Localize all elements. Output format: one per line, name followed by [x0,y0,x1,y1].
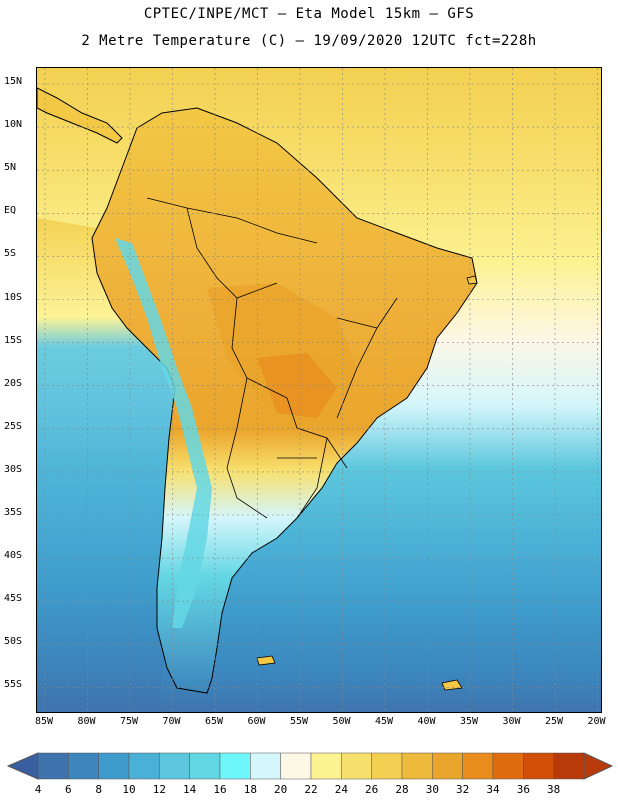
colorbar-swatch [553,752,585,780]
lat-label: 5N [4,162,17,174]
colorbar-tick-label: 30 [425,783,439,796]
lat-label: 20S [4,377,23,389]
lon-label: 40W [417,716,436,727]
colorbar-swatch [98,752,130,780]
lat-label: 5S [4,248,17,260]
lon-label: 70W [162,716,181,727]
lon-label: 80W [77,716,96,727]
colorbar-tick-label: 8 [95,783,102,796]
lon-label: 35W [459,716,479,727]
colorbar-swatch [189,752,221,780]
lat-label: 15S [4,334,23,346]
colorbar-swatch [280,752,312,780]
lat-label: EQ [4,205,17,217]
lon-label: 30W [502,716,521,727]
colorbar-swatch [432,752,463,780]
colorbar-tick-label: 18 [243,783,257,796]
colorbar-tick-label: 24 [334,783,348,796]
colorbar-tick-label: 12 [152,783,166,796]
lon-label: 20W [587,716,606,727]
country-borders [146,197,398,519]
temperature-map [37,68,601,712]
colorbar-tick-label: 26 [365,783,379,796]
title-line-2: 2 Metre Temperature (C) – 19/09/2020 12U… [81,33,537,49]
colorbar [6,752,614,780]
colorbar-tick-label: 38 [547,783,561,796]
colorbar-swatch [37,752,69,780]
colorbar-tick-label: 22 [304,783,318,796]
graticule [37,68,601,712]
andes-cool-ridge [115,238,212,628]
colorbar-swatch [523,752,554,780]
lat-label: 30S [4,463,23,475]
colorbar-min-arrow [6,752,39,780]
colorbar-swatch [310,752,342,780]
lat-label: 35S [4,507,23,518]
colorbar-swatch [492,752,524,780]
lat-label: 40S [4,550,23,562]
central-america-landmass [37,87,123,144]
title-line-1: CPTEC/INPE/MCT – Eta Model 15km – GFS [143,6,475,22]
lat-label: 15N [4,76,23,87]
colorbar-tick-label: 14 [183,783,197,796]
colorbar-swatch [401,752,433,780]
lon-label: 85W [34,716,54,727]
colorbar-tick-label: 34 [486,783,500,796]
colorbar-swatch [219,752,251,780]
lat-label: 50S [4,636,23,648]
lat-label: 10N [4,119,23,131]
colorbar-tick-label: 4 [34,783,42,796]
colorbar-tick-label: 32 [456,783,470,796]
map-panel [36,67,602,713]
lon-label: 55W [289,716,309,727]
lat-label: 10S [4,291,23,303]
colorbar-swatch [159,752,190,780]
colorbar-tick-label: 16 [213,783,227,796]
colorbar-tick-label: 10 [122,783,136,796]
colorbar-swatch [341,752,372,780]
colorbar-swatch [371,752,403,780]
lat-label: 55S [4,679,23,691]
colorbar-swatch [250,752,281,780]
colorbar-tick-label: 20 [274,783,288,796]
colorbar-tick-label: 36 [516,783,530,796]
colorbar-swatch [462,752,494,780]
colorbar-max-arrow [583,752,614,780]
colorbar-tick-label: 28 [395,783,409,796]
lon-label: 25W [544,716,564,727]
lat-label: 45S [4,593,23,605]
lon-label: 50W [332,716,351,727]
colorbar-swatch [128,752,160,780]
lon-label: 75W [119,716,139,727]
colorbar-tick-label: 6 [65,783,72,796]
lon-label: 45W [374,716,394,727]
lat-label: 25S [4,420,23,432]
lon-label: 65W [204,716,224,727]
colorbar-swatch [68,752,99,780]
lon-label: 60W [247,716,266,727]
